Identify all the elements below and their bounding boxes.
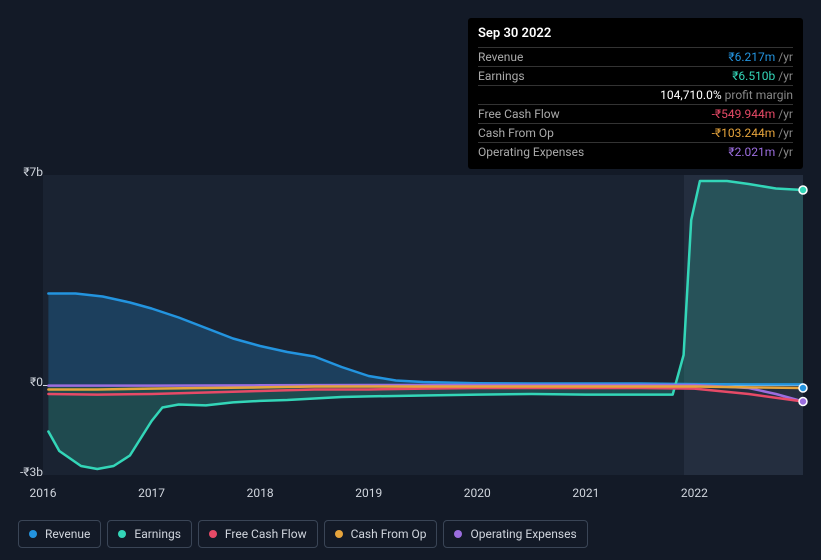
legend-dot-icon	[209, 530, 217, 538]
y-axis-label: ₹7b	[18, 165, 43, 179]
x-axis-label: 2022	[681, 486, 708, 500]
tooltip-row: Revenue ₹6.217m/yr	[478, 47, 793, 66]
tooltip-row: Earnings ₹6.510b/yr	[478, 66, 793, 85]
legend-label: Revenue	[45, 527, 90, 541]
legend-item[interactable]: Operating Expenses	[443, 520, 587, 548]
tooltip-row: Free Cash Flow -₹549.944m/yr	[478, 104, 793, 123]
y-axis-label: -₹3b	[18, 465, 43, 479]
legend-item[interactable]: Revenue	[18, 520, 101, 548]
tooltip-metric-label: Cash From Op	[478, 126, 554, 140]
legend-dot-icon	[335, 530, 343, 538]
legend-item[interactable]: Earnings	[107, 520, 192, 548]
tooltip-metric-label: Revenue	[478, 50, 523, 64]
x-axis-label: 2019	[355, 486, 382, 500]
end-marker	[799, 384, 807, 392]
tooltip-metric-label: Earnings	[478, 69, 525, 83]
x-axis-label: 2017	[138, 486, 165, 500]
tooltip-metric-value: ₹6.510b/yr	[732, 69, 793, 83]
legend-dot-icon	[29, 530, 37, 538]
legend-label: Operating Expenses	[470, 527, 576, 541]
x-axis-label: 2020	[464, 486, 491, 500]
x-axis-label: 2021	[572, 486, 599, 500]
x-axis-label: 2016	[30, 486, 57, 500]
y-axis-label: ₹0	[18, 375, 43, 389]
legend-label: Cash From Op	[351, 527, 427, 541]
end-marker	[799, 186, 807, 194]
legend-label: Earnings	[134, 527, 181, 541]
tooltip-date: Sep 30 2022	[478, 26, 793, 47]
chart-svg	[43, 175, 803, 475]
tooltip-metric-label: Free Cash Flow	[478, 107, 560, 121]
tooltip-metric-value: ₹6.217m/yr	[728, 50, 793, 64]
tooltip-metric-value: 104,710.0%profit margin	[660, 88, 793, 102]
legend-item[interactable]: Cash From Op	[324, 520, 438, 548]
legend-item[interactable]: Free Cash Flow	[198, 520, 318, 548]
legend-label: Free Cash Flow	[225, 527, 307, 541]
tooltip-row: Operating Expenses ₹2.021m/yr	[478, 142, 793, 161]
tooltip-row: Cash From Op -₹103.244m/yr	[478, 123, 793, 142]
end-marker	[799, 398, 807, 406]
tooltip-row: 104,710.0%profit margin	[478, 85, 793, 104]
chart-container: ₹7b₹0-₹3b2016201720182019202020212022	[18, 160, 803, 480]
x-axis-label: 2018	[247, 486, 274, 500]
chart-tooltip: Sep 30 2022 Revenue ₹6.217m/yr Earnings ₹6.5…	[468, 18, 803, 169]
tooltip-metric-value: -₹103.244m/yr	[712, 126, 793, 140]
tooltip-metric-value: ₹2.021m/yr	[728, 145, 793, 159]
legend-dot-icon	[454, 530, 462, 538]
tooltip-metric-value: -₹549.944m/yr	[712, 107, 793, 121]
tooltip-metric-label: Operating Expenses	[478, 145, 584, 159]
chart-legend: Revenue Earnings Free Cash Flow Cash From O…	[18, 520, 588, 548]
legend-dot-icon	[118, 530, 126, 538]
